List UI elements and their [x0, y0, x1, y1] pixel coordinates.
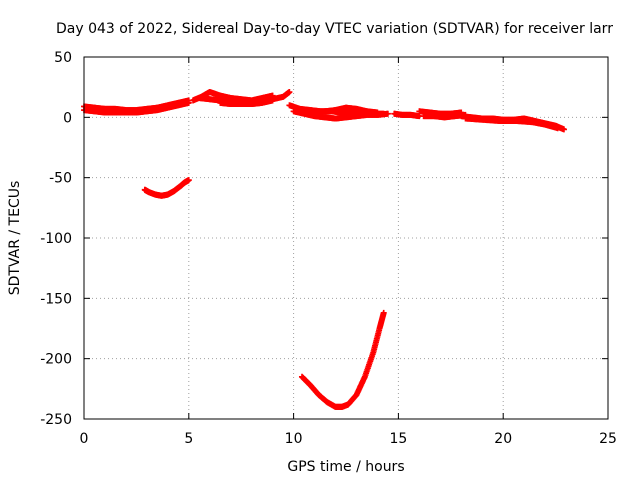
- data-point: [554, 125, 561, 132]
- series-layer: [81, 88, 567, 410]
- x-tick-label: 5: [184, 431, 193, 447]
- data-point: [185, 99, 192, 106]
- x-axis-label: GPS time / hours: [287, 459, 404, 475]
- axis-ticks: 0 5 10 15 20 25 -250 -200 -150 -100 -50 0 50: [40, 50, 617, 447]
- y-tick-label: -250: [40, 412, 72, 428]
- series-main-band-lower: [81, 99, 192, 116]
- x-tick-label: 10: [285, 431, 303, 447]
- x-tick-label: 20: [494, 431, 512, 447]
- series-segment-14-8-16: [391, 110, 423, 120]
- data-point: [185, 177, 192, 184]
- x-tick-label: 25: [599, 431, 617, 447]
- series-tail-18-23-lower: [462, 115, 561, 132]
- series-hump-11-5-14: [322, 104, 381, 116]
- series-deep-arc-10-5-14-3: [298, 309, 387, 410]
- y-tick-label: 0: [63, 110, 72, 126]
- data-point: [380, 309, 387, 316]
- data-point: [286, 88, 293, 95]
- y-tick-label: -150: [40, 291, 72, 307]
- data-point: [374, 109, 381, 116]
- x-tick-label: 0: [80, 431, 89, 447]
- x-tick-label: 15: [389, 431, 407, 447]
- y-tick-label: -50: [49, 171, 72, 187]
- data-point: [560, 126, 567, 133]
- chart-title: Day 043 of 2022, Sidereal Day-to-day VTE…: [56, 21, 613, 37]
- series-segment-10-14-5-lower: [290, 108, 391, 122]
- data-point: [269, 97, 276, 104]
- y-tick-label: -100: [40, 231, 72, 247]
- series-arc-5-10c: [217, 97, 276, 108]
- y-tick-label: 50: [54, 50, 72, 66]
- data-point: [384, 110, 391, 117]
- y-tick-label: -200: [40, 352, 72, 368]
- y-axis-label: SDTVAR / TECUs: [7, 181, 23, 296]
- series-dip-arc-3-5: [141, 177, 192, 199]
